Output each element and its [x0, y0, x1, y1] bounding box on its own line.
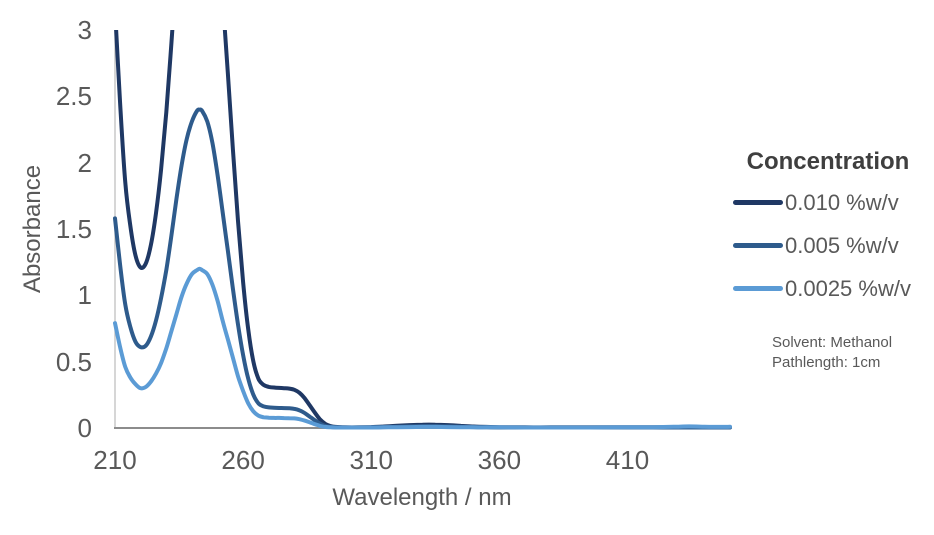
legend-item: 0.0025 %w/v — [728, 267, 928, 310]
x-tick-label: 410 — [605, 445, 650, 475]
legend-swatch — [733, 286, 783, 291]
legend: Concentration 0.010 %w/v 0.005 %w/v 0.0025… — [728, 148, 928, 301]
legend-swatch — [733, 243, 783, 248]
x-tick-label: 210 — [93, 445, 137, 475]
x-tick-label: 360 — [477, 445, 522, 475]
legend-title: Concentration — [746, 148, 910, 175]
legend-swatch — [733, 200, 783, 205]
legend-label: 0.010 %w/v — [785, 189, 899, 215]
series-curves — [113, 30, 732, 430]
legend-item: 0.005 %w/v — [728, 224, 928, 267]
x-axis-title: Wavelength / nm — [332, 484, 512, 511]
y-tick-label: 2 — [77, 147, 92, 178]
series-line-1 — [113, 107, 732, 430]
legend-label: 0.0025 %w/v — [785, 275, 911, 301]
y-tick-label: 0 — [77, 413, 92, 443]
annotation-pathlength: Pathlength: 1cm — [772, 354, 881, 371]
series-line-2 — [113, 266, 732, 430]
legend-items: 0.010 %w/v 0.005 %w/v 0.0025 %w/v — [728, 181, 928, 310]
axes — [114, 30, 730, 429]
legend-item: 0.010 %w/v — [728, 181, 928, 224]
y-tick-label: 3 — [77, 15, 92, 45]
y-tick-label: 2.5 — [55, 81, 92, 112]
x-tick-label: 310 — [349, 445, 393, 475]
legend-label: 0.005 %w/v — [785, 232, 899, 258]
chart-annotation: Solvent: Methanol Pathlength: 1cm — [772, 333, 892, 373]
series-line-0 — [114, 30, 732, 430]
y-tick-label: 0.5 — [55, 346, 92, 377]
x-tick-label: 260 — [221, 445, 265, 475]
y-tick-label: 1.5 — [55, 214, 92, 244]
y-tick-label: 1 — [77, 280, 92, 311]
annotation-solvent: Solvent: Methanol — [772, 334, 893, 351]
